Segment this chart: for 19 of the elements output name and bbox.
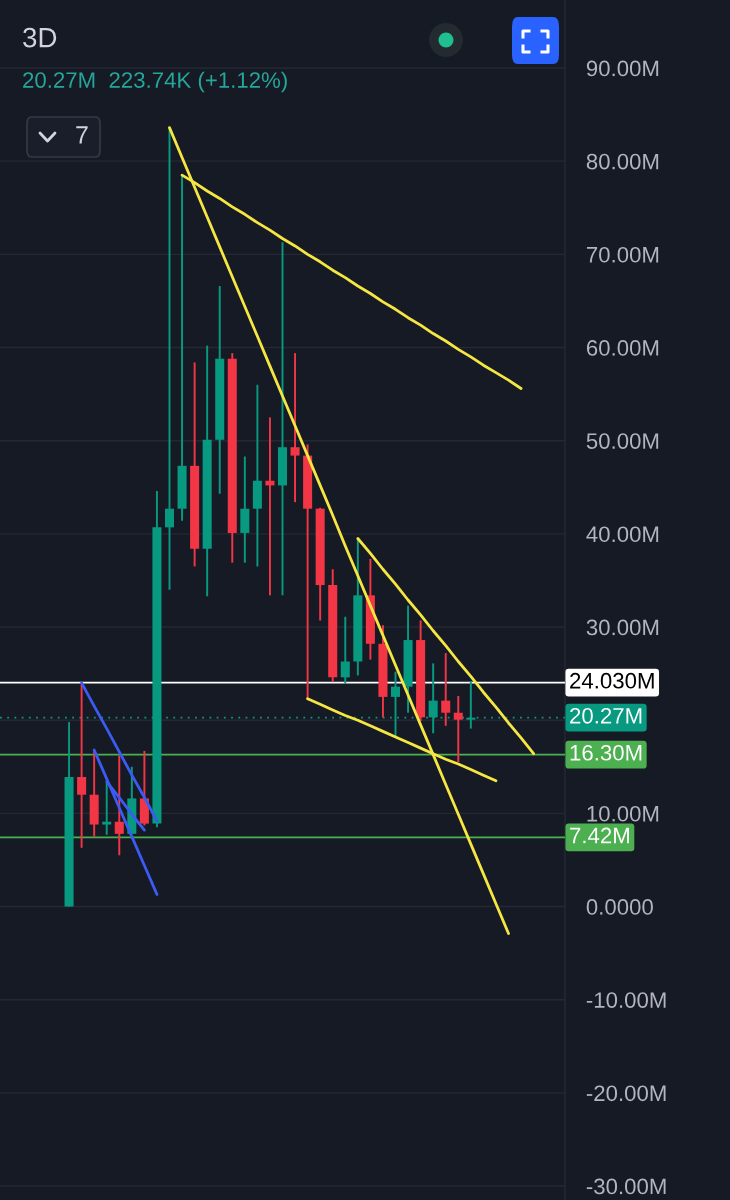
y-tick-label: 80.00M [586, 153, 659, 170]
y-tick-label: 70.00M [586, 246, 659, 263]
y-tick-label: 60.00M [586, 340, 659, 356]
text: 20.27M 223.74K (+1.12%) [23, 71, 287, 93]
ref-line-label: 24.030M [570, 672, 654, 689]
y-tick-label: -10.00M [586, 992, 666, 1008]
ref-line-label: 16.30M [570, 744, 642, 761]
y-tick-label: 10.00M [587, 805, 659, 822]
ref-line-label: 7.42M [570, 827, 629, 844]
y-tick-label: -20.00M [586, 1085, 666, 1102]
y-tick-label: 50.00M [586, 433, 659, 449]
y-tick-label: 0.0000 [586, 899, 653, 915]
ref-line-label: 20.27M [570, 707, 642, 724]
text: 3D [23, 27, 57, 48]
y-tick-label: -30.00M [586, 1178, 666, 1195]
annotation: 7 [76, 126, 88, 144]
y-tick-label: 40.00M [586, 526, 659, 543]
y-tick-label: 30.00M [586, 619, 659, 636]
y-tick-label: 90.00M [586, 60, 659, 77]
